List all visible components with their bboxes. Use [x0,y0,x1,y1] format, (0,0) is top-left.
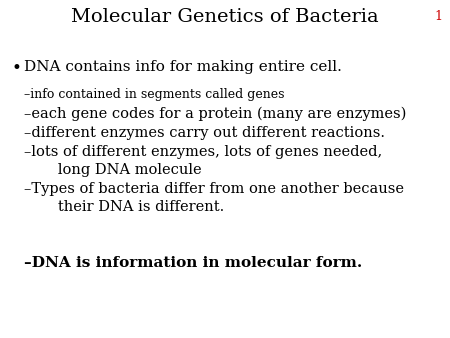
Text: –Types of bacteria differ from one another because: –Types of bacteria differ from one anoth… [24,182,404,196]
Text: long DNA molecule: long DNA molecule [44,163,202,177]
Text: –each gene codes for a protein (many are enzymes): –each gene codes for a protein (many are… [24,107,406,121]
Text: –lots of different enzymes, lots of genes needed,: –lots of different enzymes, lots of gene… [24,145,382,159]
Text: their DNA is different.: their DNA is different. [44,200,224,214]
Text: –DNA is information in molecular form.: –DNA is information in molecular form. [24,256,362,270]
Text: –info contained in segments called genes: –info contained in segments called genes [24,88,284,101]
Text: –different enzymes carry out different reactions.: –different enzymes carry out different r… [24,126,385,140]
Text: •: • [12,60,22,77]
Text: 1: 1 [434,10,442,23]
Text: Molecular Genetics of Bacteria: Molecular Genetics of Bacteria [71,8,379,26]
Text: DNA contains info for making entire cell.: DNA contains info for making entire cell… [24,60,342,74]
